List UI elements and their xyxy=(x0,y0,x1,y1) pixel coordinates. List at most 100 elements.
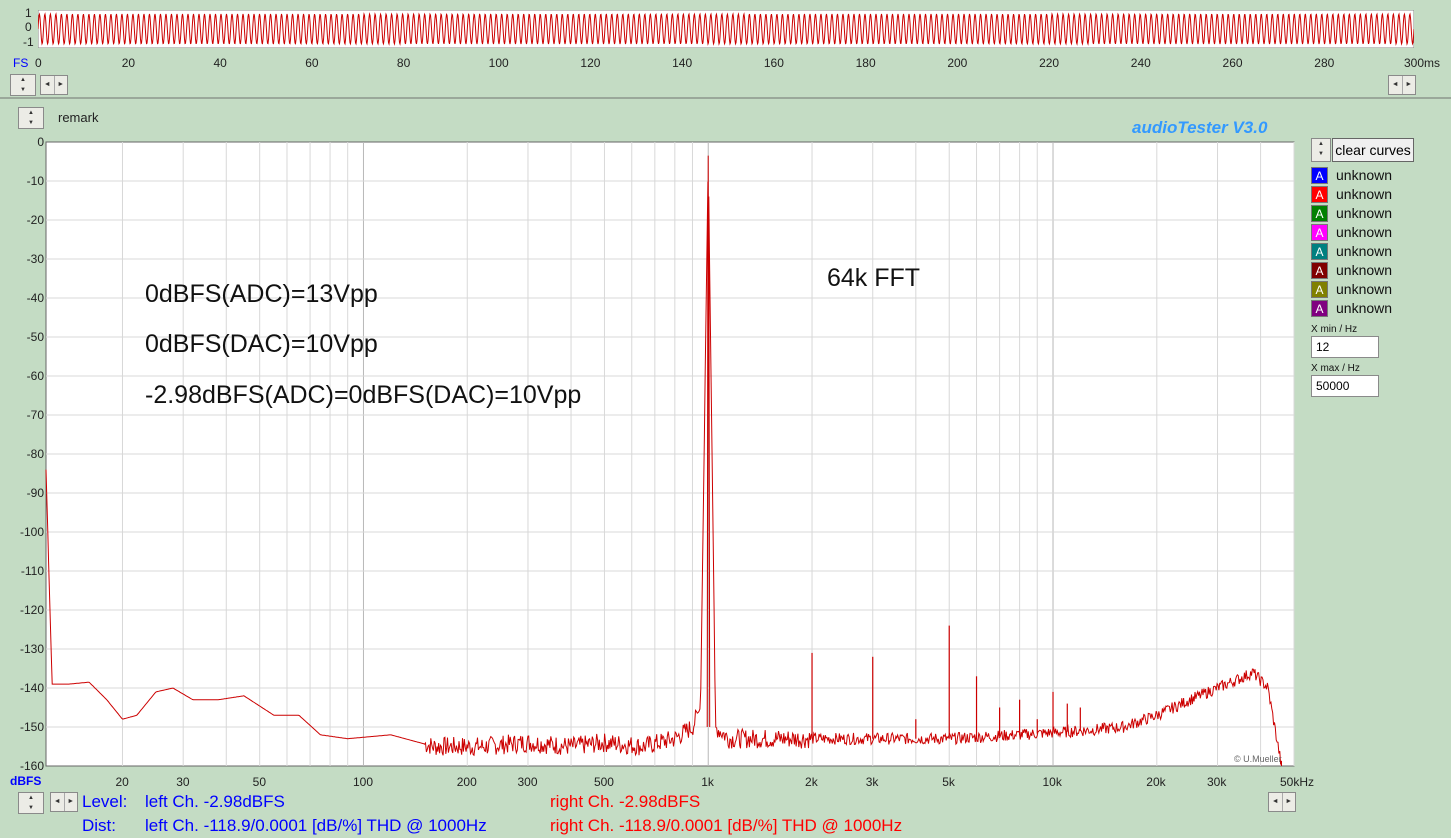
annotation-fft: 64k FFT xyxy=(827,264,921,292)
x-tick-label: 500 xyxy=(593,775,614,789)
y-tick-label: -130 xyxy=(19,642,44,656)
x-tick-label: 50 xyxy=(252,775,267,789)
legend-label: unknown xyxy=(1336,243,1393,259)
wave-xtick: 160 xyxy=(763,56,784,70)
y-tick-label: -150 xyxy=(19,720,44,734)
curve-color-icon[interactable]: A xyxy=(1311,281,1328,298)
wave-xtick: 300ms xyxy=(1404,56,1441,70)
legend-label: unknown xyxy=(1336,167,1393,183)
fs-label: FS xyxy=(13,56,29,70)
wave-scroll-right-buttons[interactable]: ◄ ► xyxy=(1388,75,1416,95)
x-tick-label: 30 xyxy=(176,775,190,789)
y-tick-label: -70 xyxy=(26,408,44,422)
legend-label: unknown xyxy=(1336,224,1393,240)
xmax-input[interactable] xyxy=(1311,375,1379,397)
x-tick-label: 3k xyxy=(865,775,879,789)
wave-xtick: 120 xyxy=(580,56,601,70)
wave-ylabel-bot: -1 xyxy=(23,35,34,49)
curve-color-icon[interactable]: A xyxy=(1311,186,1328,203)
y-tick-label: -100 xyxy=(19,525,44,539)
right-dist: right Ch. -118.9/0.0001 [dB/%] THD @ 100… xyxy=(550,816,903,835)
dist-label: Dist: xyxy=(82,816,116,835)
copyright-label: © U.Mueller xyxy=(1234,754,1282,764)
annotation-adc: 0dBFS(ADC)=13Vpp xyxy=(145,280,378,308)
waveform-plot xyxy=(38,10,1414,48)
wave-xtick: 0 xyxy=(35,56,42,70)
wave-xtick: 220 xyxy=(1039,56,1060,70)
curve-color-icon[interactable]: A xyxy=(1311,243,1328,260)
wave-xtick: 80 xyxy=(396,56,411,70)
bottom-scroll-left-buttons[interactable]: ◄ ► xyxy=(50,792,78,812)
legend-label: unknown xyxy=(1336,262,1393,278)
bottom-scroll-right-buttons[interactable]: ◄ ► xyxy=(1268,792,1296,812)
waveform-strip: 1 0 -1 FS 0 20 40 60 80 100 120 140 160 180 200 220… xyxy=(0,0,1451,100)
y-tick-label: -40 xyxy=(26,291,44,305)
wave-xtick: 40 xyxy=(213,56,227,70)
x-tick-label: 2k xyxy=(805,775,818,789)
legend-label: unknown xyxy=(1336,205,1393,221)
app-title: audioTester V3.0 xyxy=(1132,118,1268,137)
wave-xtick: 240 xyxy=(1130,56,1151,70)
x-tick-label: 30k xyxy=(1207,775,1227,789)
wave-xtick: 180 xyxy=(855,56,876,70)
x-tick-label: 1k xyxy=(701,775,714,789)
curve-color-icon[interactable]: A xyxy=(1311,205,1328,222)
y-tick-label: -160 xyxy=(19,759,44,773)
annotation-dac: 0dBFS(DAC)=10Vpp xyxy=(145,330,378,358)
x-tick-label: 200 xyxy=(456,775,477,789)
curve-color-icon[interactable]: A xyxy=(1311,300,1328,317)
y-tick-label: -120 xyxy=(19,603,44,617)
y-tick-label: -140 xyxy=(19,681,44,695)
y-tick-label: -60 xyxy=(26,369,44,383)
fft-chart xyxy=(45,141,1295,767)
legend-label: unknown xyxy=(1336,186,1393,202)
remark-label: remark xyxy=(58,110,99,125)
y-tick-label: -30 xyxy=(26,252,44,266)
xmin-label: X min / Hz xyxy=(1311,324,1358,335)
wave-xtick: 200 xyxy=(947,56,968,70)
left-dist: left Ch. -118.9/0.0001 [dB/%] THD @ 1000… xyxy=(145,816,487,835)
xmax-label: X max / Hz xyxy=(1311,363,1360,374)
wave-xtick: 280 xyxy=(1314,56,1335,70)
y-tick-label: -50 xyxy=(26,330,44,344)
wave-ylabel-top: 1 xyxy=(25,6,32,20)
fft-series-line xyxy=(45,155,1282,766)
wave-xtick: 20 xyxy=(121,56,136,70)
x-tick-label: 5k xyxy=(942,775,955,789)
y-axis-label: dBFS xyxy=(10,774,42,788)
legend-label: unknown xyxy=(1336,300,1393,316)
level-label: Level: xyxy=(82,792,128,811)
y-tick-label: -80 xyxy=(26,447,44,461)
remark-spinner[interactable]: ▲ ▼ xyxy=(18,107,44,129)
y-tick-label: -110 xyxy=(20,564,44,578)
x-tick-label: 20k xyxy=(1146,775,1166,789)
x-tick-label: 50kHz xyxy=(1280,775,1315,789)
right-level: right Ch. -2.98dBFS xyxy=(550,792,701,811)
x-tick-label: 10k xyxy=(1042,775,1062,789)
bottom-spinner[interactable]: ▲ ▼ xyxy=(18,792,44,814)
divider xyxy=(0,97,1451,99)
wave-scroll-left-buttons[interactable]: ◄ ► xyxy=(40,75,68,95)
y-tick-label: 0 xyxy=(37,135,44,149)
wave-xtick: 60 xyxy=(305,56,319,70)
annotation-equiv: -2.98dBFS(ADC)=0dBFS(DAC)=10Vpp xyxy=(145,381,582,409)
clear-spinner[interactable]: ▲ ▼ xyxy=(1311,138,1331,162)
wave-xtick: 260 xyxy=(1222,56,1243,70)
wave-ylabel-mid: 0 xyxy=(25,20,32,34)
y-tick-label: -20 xyxy=(26,213,44,227)
y-tick-label: -10 xyxy=(26,174,44,188)
x-tick-label: 100 xyxy=(352,775,373,789)
curve-color-icon[interactable]: A xyxy=(1311,224,1328,241)
curve-color-icon[interactable]: A xyxy=(1311,167,1328,184)
x-tick-label: 20 xyxy=(115,775,129,789)
legend-label: unknown xyxy=(1336,281,1393,297)
wave-xtick: 140 xyxy=(672,56,693,70)
y-tick-label: -90 xyxy=(26,486,44,500)
wave-zoom-spinner[interactable]: ▲ ▼ xyxy=(10,74,36,96)
x-tick-label: 300 xyxy=(517,775,538,789)
xmin-input[interactable] xyxy=(1311,336,1379,358)
left-level: left Ch. -2.98dBFS xyxy=(145,792,285,811)
wave-xtick: 100 xyxy=(488,56,509,70)
clear-curves-button[interactable]: clear curves xyxy=(1332,138,1414,162)
curve-color-icon[interactable]: A xyxy=(1311,262,1328,279)
